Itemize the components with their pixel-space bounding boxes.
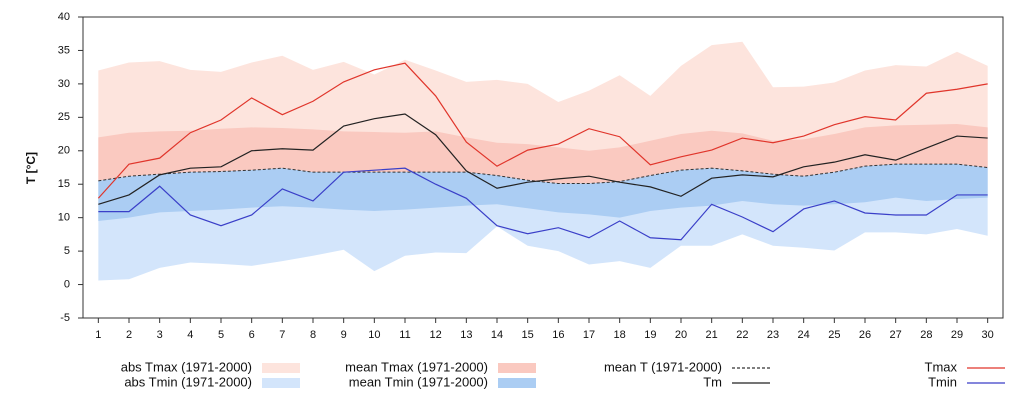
x-tick-label: 22: [736, 329, 748, 341]
legend-label: abs Tmin (1971-2000): [124, 374, 252, 389]
x-tick-label: 19: [644, 329, 656, 341]
y-tick-label: -5: [60, 312, 70, 324]
x-tick-label: 15: [522, 329, 534, 341]
x-tick-label: 4: [187, 329, 193, 341]
y-tick-label: 15: [58, 178, 70, 190]
legend-swatch: [262, 378, 300, 388]
legend-label: Tmin: [928, 374, 957, 389]
x-tick-label: 29: [951, 329, 963, 341]
legend-swatch: [498, 363, 536, 373]
y-tick-label: 40: [58, 11, 70, 23]
x-tick-label: 24: [798, 329, 810, 341]
data-line: [97, 62, 988, 199]
legend-swatch: [262, 363, 300, 373]
legend-label: mean Tmin (1971-2000): [349, 374, 488, 389]
x-tick-label: 5: [218, 329, 224, 341]
x-tick-label: 6: [249, 329, 255, 341]
data-line: [98, 113, 988, 205]
x-tick-label: 11: [399, 329, 410, 341]
x-tick-label: 2: [126, 329, 132, 341]
plot-frame: [82, 16, 1004, 319]
x-tick-label: 8: [310, 329, 316, 341]
x-tick-label: 10: [368, 329, 380, 341]
x-tick-label: 17: [583, 329, 595, 341]
y-tick-label: 30: [58, 78, 70, 90]
y-tick-label: 0: [64, 278, 70, 290]
x-tick-label: 13: [460, 329, 472, 341]
y-tick-label: 35: [58, 44, 70, 56]
legend-swatch: [498, 378, 536, 388]
x-tick-label: 16: [552, 329, 564, 341]
legend-label: abs Tmax (1971-2000): [121, 359, 252, 374]
legend-label: mean Tmax (1971-2000): [345, 359, 488, 374]
legend-label: Tmax: [925, 359, 958, 374]
legend-label: mean T (1971-2000): [604, 359, 722, 374]
x-tick-label: 14: [491, 329, 503, 341]
x-tick-label: 26: [859, 329, 871, 341]
x-tick-label: 1: [95, 329, 101, 341]
x-tick-label: 27: [890, 329, 902, 341]
x-tick-label: 20: [675, 329, 687, 341]
y-axis-label: T [°C]: [24, 152, 38, 184]
y-tick-label: 20: [58, 145, 70, 157]
legend-label: Tm: [703, 374, 722, 389]
y-tick-label: 10: [58, 212, 70, 224]
x-tick-label: 3: [157, 329, 163, 341]
x-tick-label: 23: [767, 329, 779, 341]
mean-line: [98, 163, 988, 185]
band-area: [98, 124, 988, 184]
x-tick-label: 28: [920, 329, 932, 341]
x-tick-label: 30: [982, 329, 994, 341]
x-tick-label: 18: [614, 329, 626, 341]
x-tick-label: 7: [279, 329, 285, 341]
x-tick-label: 12: [430, 329, 442, 341]
x-tick-label: 21: [706, 329, 718, 341]
y-tick-label: 25: [58, 111, 70, 123]
y-tick-label: 5: [64, 245, 70, 257]
x-tick-label: 9: [341, 329, 347, 341]
x-tick-label: 25: [828, 329, 840, 341]
data-line: [98, 167, 988, 241]
band-area: [98, 164, 988, 222]
